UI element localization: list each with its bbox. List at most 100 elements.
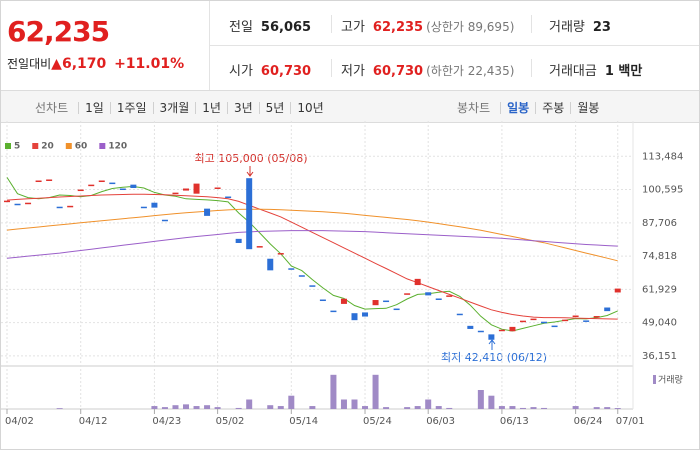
y-tick-label: 74,818	[642, 251, 677, 262]
volume-bar	[519, 407, 526, 409]
volume-bar	[614, 408, 621, 409]
info-cell: 전일 56,065	[229, 16, 311, 35]
x-tick-label: 05/24	[363, 416, 392, 427]
legend-label: 5	[14, 142, 20, 152]
tab-option[interactable]: 주봉	[535, 101, 570, 114]
tab-option[interactable]: 1주일	[109, 101, 153, 114]
tab-option[interactable]: 일봉	[500, 101, 535, 114]
candle	[562, 319, 569, 322]
x-tick-label: 06/24	[574, 416, 603, 427]
info-label: 거래량	[549, 20, 585, 35]
volume-bar	[404, 407, 411, 409]
tab-option[interactable]: 1년	[195, 101, 227, 114]
y-tick-label: 100,595	[642, 185, 683, 196]
info-cell: 시가 60,730	[229, 60, 311, 79]
candle	[477, 330, 484, 333]
candle	[214, 187, 221, 189]
line-chart-tabs: 선차트 1일 1주일 3개월 1년 3년 5년 10년	[35, 99, 330, 116]
x-tick-label: 05/14	[289, 416, 318, 427]
candle	[267, 258, 274, 271]
legend-label: 20	[41, 142, 54, 152]
candle	[572, 315, 579, 318]
candle	[393, 308, 400, 311]
tab-option[interactable]: 10년	[290, 101, 329, 114]
volume-bar	[214, 407, 221, 409]
x-tick-label: 04/02	[5, 416, 34, 427]
volume-bar	[172, 405, 179, 409]
volume-bar	[235, 407, 242, 409]
candle	[362, 312, 369, 317]
info-cell: 거래량 23	[549, 16, 611, 35]
tab-option[interactable]: 월봉	[570, 101, 605, 114]
info-note: (하한가 22,435)	[426, 64, 515, 78]
x-tick-label: 04/12	[79, 416, 108, 427]
candle	[404, 293, 411, 295]
candle	[119, 188, 126, 191]
volume-bar	[530, 407, 537, 409]
candle	[330, 310, 337, 313]
y-tick-label: 87,706	[642, 218, 677, 229]
candle	[541, 321, 548, 324]
info-value: 23	[592, 20, 611, 35]
y-tick-label: 61,929	[642, 284, 677, 295]
volume-bar	[488, 395, 495, 409]
low-annotation: 최저 42,410 (06/12)	[441, 351, 547, 364]
high-annotation: 최고 105,000 (05/08)	[194, 152, 307, 165]
ma-line	[6, 230, 618, 259]
current-price: 62,235	[7, 15, 110, 48]
candle	[498, 329, 505, 332]
candle	[204, 208, 211, 216]
tab-option[interactable]: 3개월	[152, 101, 196, 114]
x-tick-label: 06/03	[426, 416, 455, 427]
volume-bar	[477, 390, 484, 409]
volume-bar	[309, 406, 316, 409]
tab-option[interactable]: 3년	[226, 101, 259, 114]
high-arrow	[246, 166, 254, 177]
volume-bar	[593, 407, 600, 409]
candle	[614, 288, 621, 293]
candle	[298, 275, 305, 277]
info-value: 1 백만	[604, 64, 643, 79]
candle	[488, 334, 495, 340]
candle	[246, 178, 253, 250]
candle	[593, 316, 600, 318]
volume-bar	[193, 406, 200, 409]
candle	[530, 318, 537, 321]
tab-bar: 선차트 1일 1주일 3개월 1년 3년 5년 10년 봉차트 일봉 주봉 월봉	[1, 90, 699, 123]
volume-bar	[572, 406, 579, 409]
candle	[88, 184, 95, 187]
candle	[425, 292, 432, 296]
x-tick-label: 07/01	[616, 416, 645, 427]
volume-bar	[509, 406, 516, 409]
candle	[604, 307, 611, 312]
candle	[109, 182, 116, 185]
tab-option[interactable]: 5년	[258, 101, 291, 114]
info-label: 고가	[341, 20, 365, 35]
candle	[14, 203, 21, 206]
candle	[35, 180, 42, 183]
candle	[288, 268, 295, 270]
info-label: 거래대금	[549, 64, 597, 79]
y-tick-label: 113,484	[642, 151, 683, 162]
y-tick-label: 36,151	[642, 351, 677, 362]
legend-label: 60	[75, 142, 88, 152]
candle	[172, 192, 179, 195]
candle	[225, 196, 232, 199]
legend-swatch	[99, 143, 106, 149]
ma-line	[6, 208, 618, 262]
volume-bar	[372, 374, 379, 409]
candle	[372, 300, 379, 306]
tab-option[interactable]: 1일	[78, 101, 110, 114]
info-value: 62,235	[372, 20, 424, 35]
volume-bar	[425, 399, 432, 409]
legend-label: 120	[108, 142, 127, 152]
info-cell: 고가 62,235 (상한가 89,695)	[341, 16, 514, 35]
volume-bar	[498, 406, 505, 409]
candle	[351, 313, 358, 321]
divider	[331, 59, 332, 77]
volume-bar	[414, 406, 421, 409]
candle	[46, 179, 53, 181]
volume-bar	[383, 407, 390, 409]
divider	[209, 45, 699, 46]
